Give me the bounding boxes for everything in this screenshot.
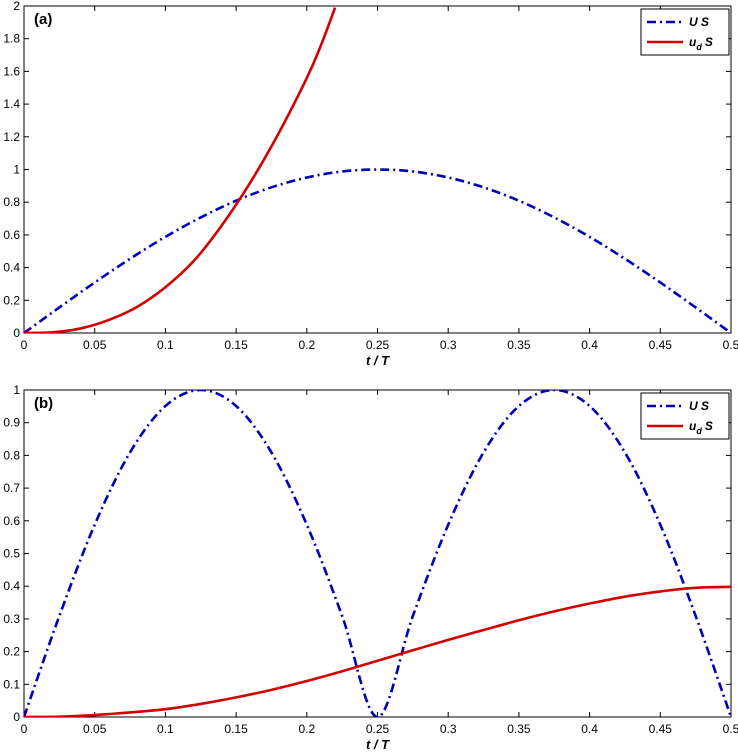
y-tick-label: 0.6	[3, 228, 20, 242]
y-tick-label: 0	[13, 710, 20, 724]
y-tick-label: 0.4	[3, 579, 20, 593]
axes-frame	[23, 389, 732, 718]
y-tick-label: 0.6	[3, 514, 20, 528]
y-tick-label: 1	[13, 163, 20, 177]
x-tick-label: 0.45	[649, 722, 673, 736]
y-tick-label: 0.2	[3, 645, 20, 659]
chart-panel-1: 0 0.05 0.1 0.15 0.2 0.25 0.3 0.35 0.4 0.45 0.5 0 0.2…	[3, 0, 738, 368]
legend-entry: ud S	[689, 419, 713, 436]
x-tick-label: 0.5	[723, 338, 738, 352]
y-tick-label: 0.4	[3, 261, 20, 275]
y-tick-label: 0.1	[3, 677, 20, 691]
y-tick-label: 2	[13, 0, 20, 13]
y-tick-label: 1.8	[3, 32, 20, 46]
x-tick-label: 0	[21, 338, 28, 352]
legend-subscript: d	[696, 42, 702, 52]
legend-box	[640, 8, 730, 56]
x-tick-label: 0.4	[581, 722, 598, 736]
y-tick-label: 0.3	[3, 612, 20, 626]
legend-entry: U S	[689, 15, 709, 29]
y-tick-label: 1	[13, 383, 20, 397]
x-tick-label: 0	[21, 722, 28, 736]
y-tick-label: 1.4	[3, 97, 20, 111]
axes-frame	[23, 5, 732, 334]
legend-main: u	[689, 419, 697, 433]
legend: U S ud S	[640, 8, 730, 56]
x-tick-label: 0.15	[224, 722, 248, 736]
legend-entry: ud S	[689, 35, 713, 52]
series-line-ud-s	[24, 585, 731, 717]
panel-label: (b)	[34, 395, 53, 412]
x-tick-label: 0.25	[366, 338, 390, 352]
y-tick-label: 1.2	[3, 130, 20, 144]
legend-main: u	[689, 35, 697, 49]
x-tick-label: 0.05	[83, 338, 107, 352]
x-tick-label: 0.35	[507, 338, 531, 352]
x-tick-label: 0.05	[83, 722, 107, 736]
x-axis-label: t / T	[366, 737, 390, 752]
legend-main: U S	[689, 399, 709, 413]
x-tick-label: 0.1	[157, 722, 174, 736]
y-tick-label: 0.8	[3, 195, 20, 209]
x-tick-label: 0.2	[298, 722, 315, 736]
x-tick-label: 0.3	[440, 722, 457, 736]
x-tick-label: 0.4	[581, 338, 598, 352]
x-axis-label: t / T	[366, 353, 390, 368]
x-tick-label: 0.1	[157, 338, 174, 352]
legend-main: U S	[689, 15, 709, 29]
legend-entry: U S	[689, 399, 709, 413]
legend-after: S	[705, 419, 713, 433]
x-tick-label: 0.45	[649, 338, 673, 352]
y-tick-label: 0.8	[3, 448, 20, 462]
legend-box	[640, 392, 730, 440]
x-tick-label: 0.35	[507, 722, 531, 736]
legend-after: S	[705, 35, 713, 49]
x-tick-label: 0.15	[224, 338, 248, 352]
x-tick-label: 0.3	[440, 338, 457, 352]
y-tick-label: 0.9	[3, 416, 20, 430]
series-line-ud-s	[24, 7, 337, 333]
y-tick-label: 0.2	[3, 293, 20, 307]
y-tick-label: 0.7	[3, 481, 20, 495]
x-tick-label: 0.25	[366, 722, 390, 736]
legend: U S ud S	[640, 392, 730, 440]
x-tick-label: 0.5	[723, 722, 738, 736]
chart-panel-2: 0 0.05 0.1 0.15 0.2 0.25 0.3 0.35 0.4 0.45 0.5 0 0.1…	[3, 383, 738, 752]
panel-label: (a)	[34, 11, 52, 28]
x-tick-label: 0.2	[298, 338, 315, 352]
y-tick-label: 0	[13, 326, 20, 340]
y-tick-label: 1.6	[3, 64, 20, 78]
series-line-us	[24, 390, 731, 717]
legend-subscript: d	[696, 426, 702, 436]
series-line-us	[24, 168, 731, 333]
y-tick-label: 0.5	[3, 547, 20, 561]
